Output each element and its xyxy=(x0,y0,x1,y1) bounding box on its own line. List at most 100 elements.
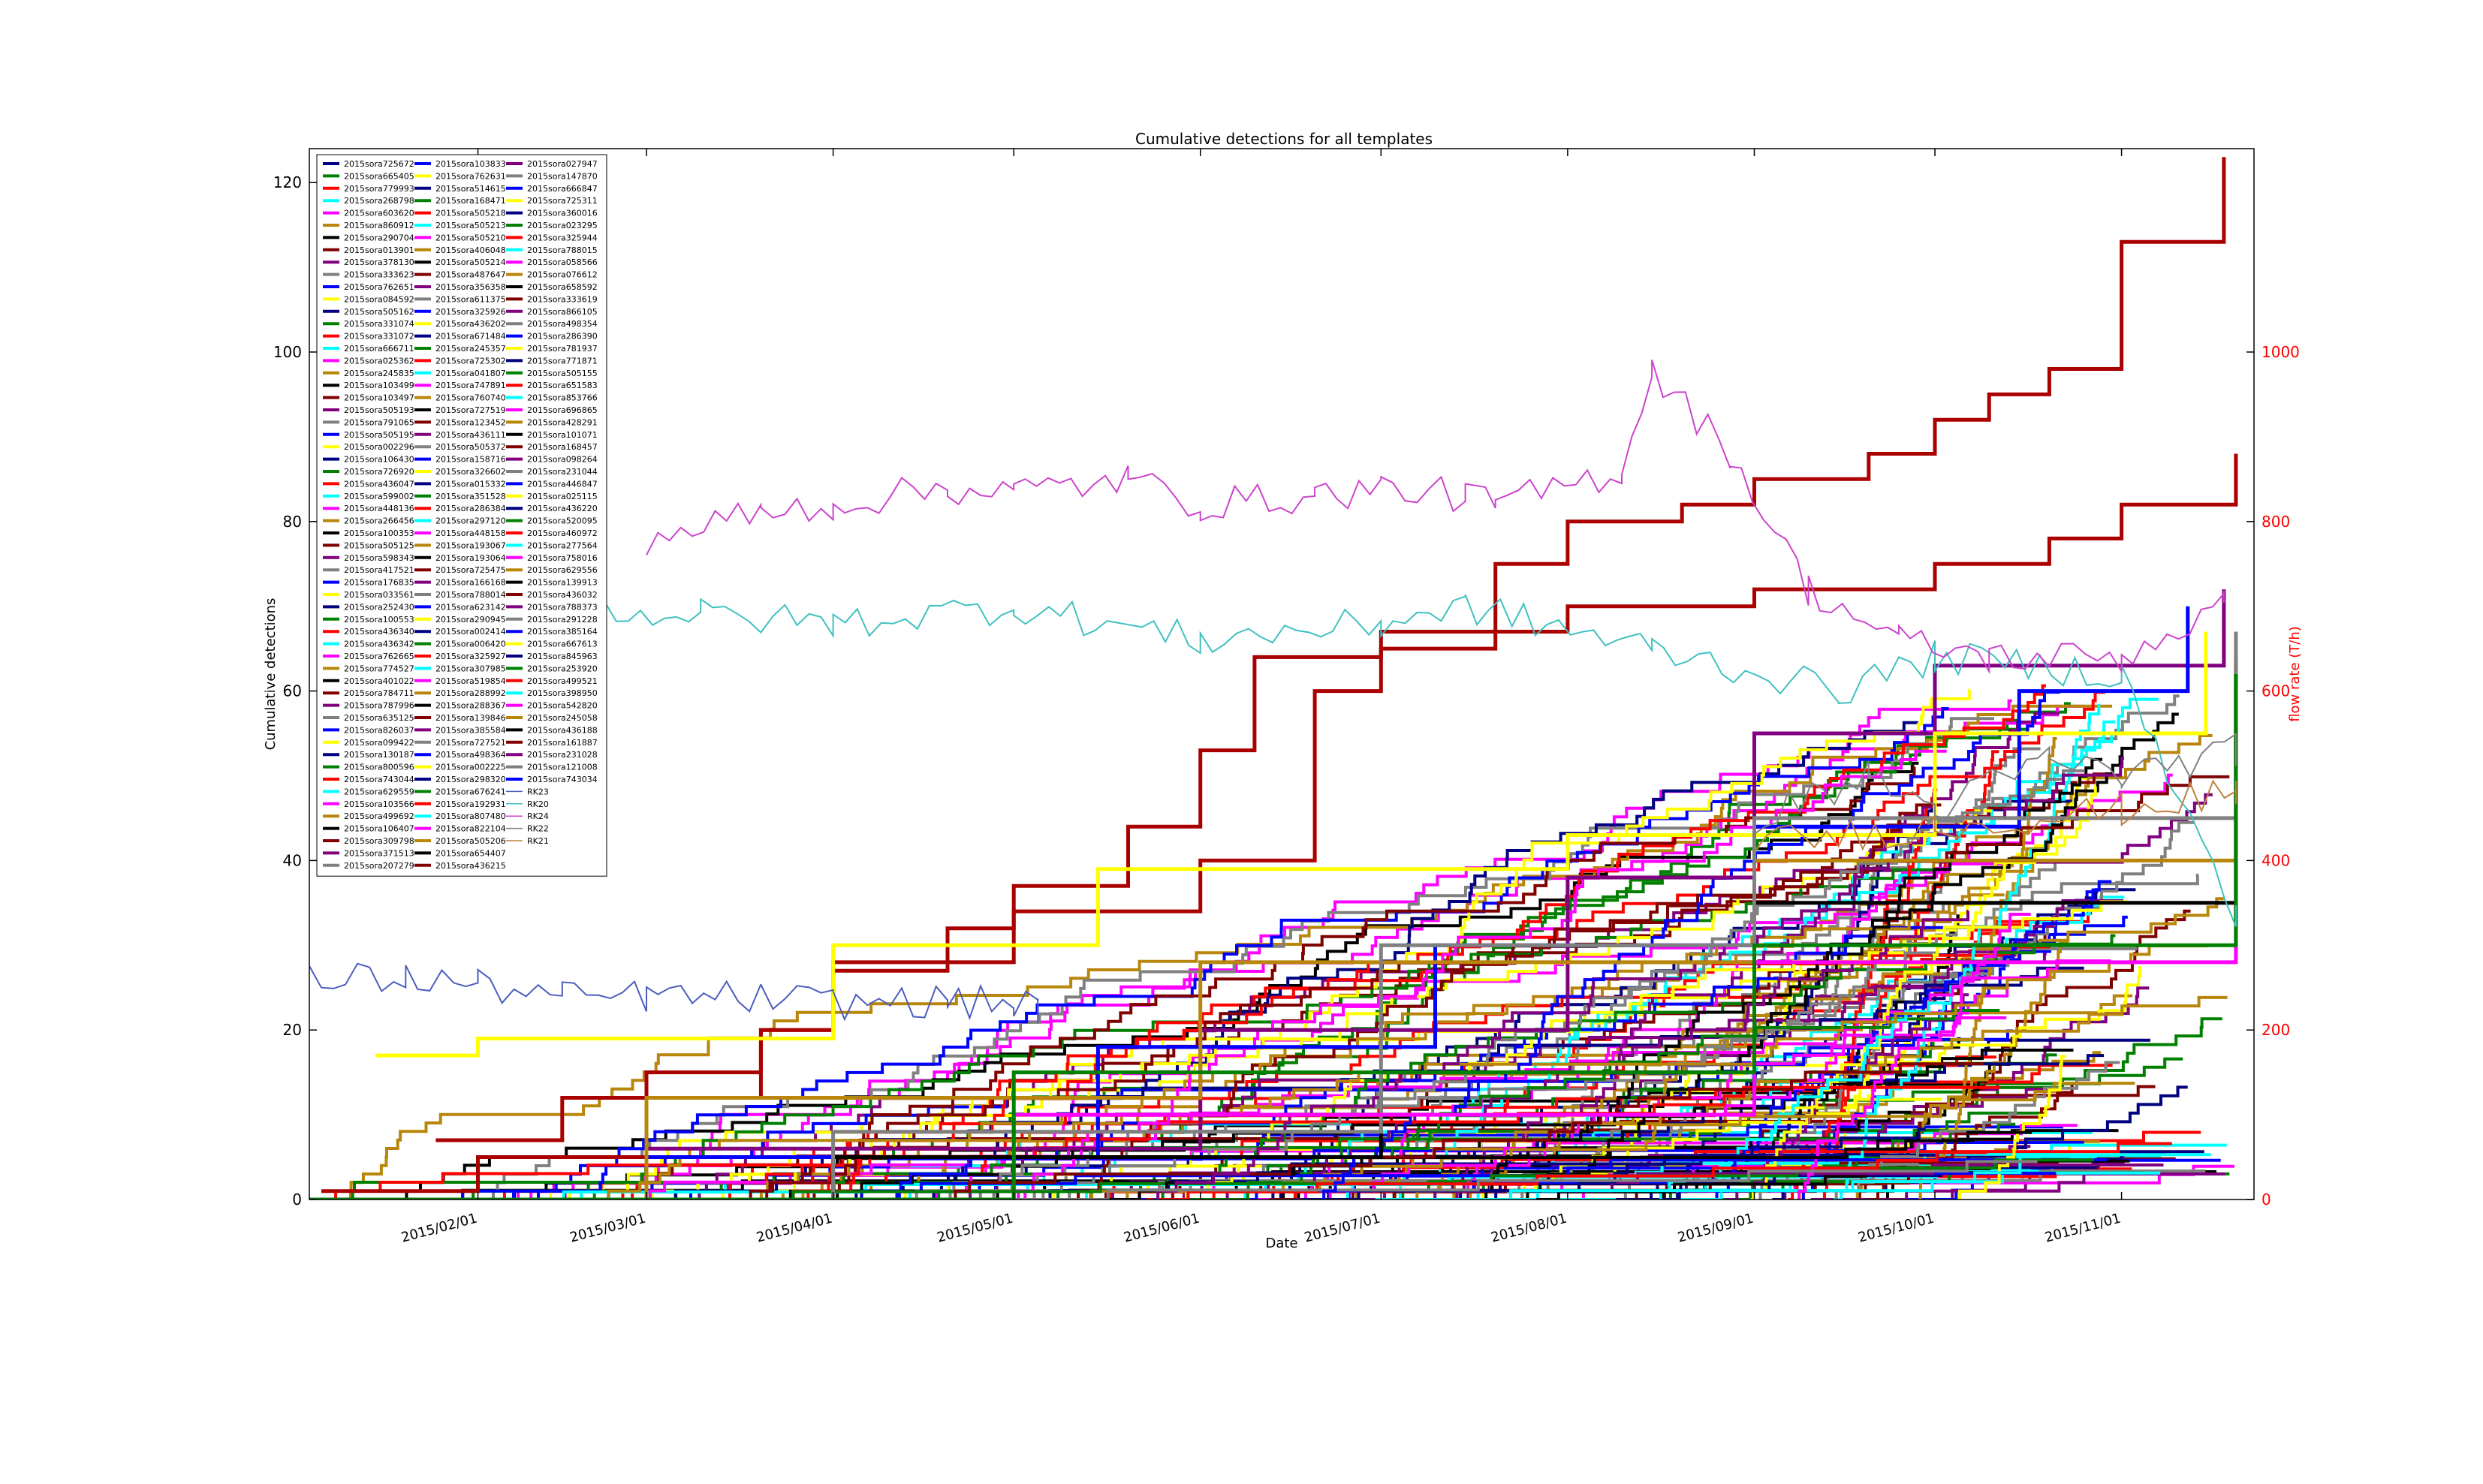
y-tick-label: 100 xyxy=(273,343,302,361)
legend-label: 2015sora385584 xyxy=(435,725,506,735)
legend-label: 2015sora351528 xyxy=(435,492,506,501)
template-series-line xyxy=(450,707,1949,1200)
template-series-line xyxy=(1219,910,1969,1200)
template-series-line xyxy=(335,761,1919,1200)
legend-label: 2015sora781937 xyxy=(527,344,598,354)
legend-label: 2015sora100553 xyxy=(344,615,414,625)
legend-label: 2015sora487647 xyxy=(435,270,506,280)
legend-label: 2015sora505193 xyxy=(344,405,414,415)
legend-label: 2015sora788014 xyxy=(435,590,506,600)
legend-label: 2015sora252430 xyxy=(344,602,414,612)
legend-label: 2015sora520095 xyxy=(527,516,598,526)
legend-label: 2015sora676241 xyxy=(435,787,506,796)
legend-label: 2015sora100353 xyxy=(344,528,414,538)
chart-title: Cumulative detections for all templates xyxy=(1135,130,1433,148)
legend-label: 2015sora762651 xyxy=(344,282,414,292)
legend-label: RK22 xyxy=(527,824,549,834)
legend-label: 2015sora436032 xyxy=(527,590,598,600)
legend-box xyxy=(316,154,607,877)
y-tick-label: 40 xyxy=(283,851,302,869)
legend-label: 2015sora603620 xyxy=(344,209,414,218)
legend-label: 2015sora290945 xyxy=(435,615,506,625)
legend-label: 2015sora448158 xyxy=(435,528,506,538)
legend-label: RK24 xyxy=(527,811,549,821)
legend-label: 2015sora514615 xyxy=(435,184,506,194)
legend-label: 2015sora787996 xyxy=(344,701,414,711)
template-series-line xyxy=(786,684,2046,1200)
legend-label: 2015sora326602 xyxy=(435,467,506,477)
y-right-tick-label: 0 xyxy=(2262,1191,2271,1209)
legend-label: 2015sora106407 xyxy=(344,824,414,834)
highlighted-series-line xyxy=(309,631,2238,1200)
legend-label: 2015sora041807 xyxy=(435,369,506,378)
legend-label: 2015sora002225 xyxy=(435,763,506,772)
legend-label: 2015sora084592 xyxy=(344,294,414,304)
plot-area xyxy=(309,157,2238,1200)
plot-frame xyxy=(309,148,2255,1200)
legend-label: 2015sora762631 xyxy=(435,171,506,181)
legend-label: 2015sora499521 xyxy=(527,676,598,686)
legend-label: 2015sora666711 xyxy=(344,344,414,354)
y-right-tick-label: 400 xyxy=(2262,851,2290,869)
template-series-line xyxy=(346,1160,2038,1200)
legend-label: 2015sora231028 xyxy=(527,750,598,760)
legend-label: 2015sora696865 xyxy=(527,405,598,415)
legend-label: 2015sora611375 xyxy=(435,294,506,304)
series-layer xyxy=(309,157,2238,1200)
y-right-tick-label: 600 xyxy=(2262,682,2290,700)
legend-label: 2015sora599002 xyxy=(344,492,414,501)
legend-label: 2015sora268798 xyxy=(344,196,414,206)
legend-label: 2015sora325944 xyxy=(527,233,598,242)
legend-label: 2015sora015332 xyxy=(435,479,506,489)
template-series-line xyxy=(598,1016,2007,1200)
legend-label: 2015sora866105 xyxy=(527,307,598,317)
legend-label: 2015sora436202 xyxy=(435,319,506,329)
legend-label: 2015sora033561 xyxy=(344,590,414,600)
legend-label: 2015sora505195 xyxy=(344,430,414,440)
legend-label: 2015sora505213 xyxy=(435,221,506,230)
legend-label: 2015sora106430 xyxy=(344,455,414,465)
legend-label: 2015sora725311 xyxy=(527,196,598,206)
legend-label: 2015sora333619 xyxy=(527,294,598,304)
legend-label: 2015sora417521 xyxy=(344,565,414,575)
legend-label: 2015sora788373 xyxy=(527,602,598,612)
flow-rate-line xyxy=(1753,779,2237,853)
template-series-line xyxy=(899,1062,1984,1200)
legend-label: 2015sora743034 xyxy=(527,775,598,784)
y-right-tick-label: 200 xyxy=(2262,1021,2290,1039)
y-tick-label: 60 xyxy=(283,682,302,700)
legend-label: 2015sora460972 xyxy=(527,528,598,538)
legend-label: 2015sora023295 xyxy=(527,221,598,230)
legend-label: 2015sora331074 xyxy=(344,319,414,329)
legend-label: 2015sora207279 xyxy=(344,861,414,871)
legend-label: 2015sora298320 xyxy=(435,775,506,784)
legend-label: 2015sora297120 xyxy=(435,516,506,526)
flow-rate-line xyxy=(309,962,1039,1024)
legend-label: RK20 xyxy=(527,799,549,809)
legend-label: 2015sora290704 xyxy=(344,233,414,242)
y-tick-label: 120 xyxy=(273,173,302,191)
y-axis-left: 0 20 40 60 80 100 120 xyxy=(273,173,317,1209)
legend-label: 2015sora635125 xyxy=(344,713,414,723)
template-series-line xyxy=(1151,757,2124,1200)
legend-label: 2015sora139846 xyxy=(435,713,506,723)
highlighted-series-line xyxy=(309,665,2238,1200)
legend-label: 2015sora371513 xyxy=(344,848,414,858)
legend-label: 2015sora309798 xyxy=(344,836,414,846)
legend-label: 2015sora428291 xyxy=(527,417,598,427)
flow-rate-line xyxy=(1753,733,2237,835)
legend-label: 2015sora123452 xyxy=(435,417,506,427)
legend-label: 2015sora307985 xyxy=(435,664,506,673)
y-tick-label: 80 xyxy=(283,513,302,531)
legend-label: 2015sora401022 xyxy=(344,676,414,686)
legend-label: 2015sora725302 xyxy=(435,356,506,366)
legend-label: 2015sora446847 xyxy=(527,479,598,489)
legend-label: 2015sora860912 xyxy=(344,221,414,230)
legend-label: 2015sora291228 xyxy=(527,615,598,625)
template-series-line xyxy=(1750,784,2097,1200)
legend-label: 2015sora385164 xyxy=(527,627,598,637)
legend-label: 2015sora436215 xyxy=(435,861,506,871)
legend-label: 2015sora725672 xyxy=(344,159,414,169)
legend-label: 2015sora288992 xyxy=(435,688,506,698)
